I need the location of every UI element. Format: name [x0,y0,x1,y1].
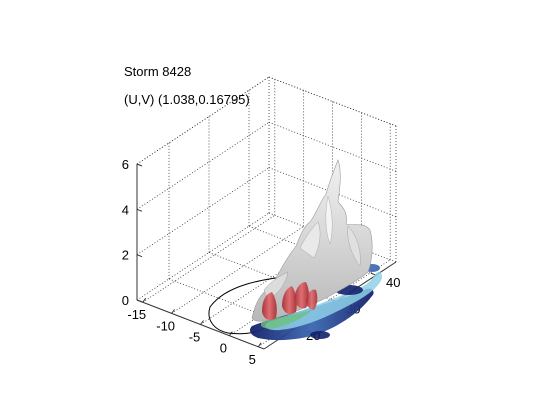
isosurface-base-green [260,310,312,329]
x-tick-mark [171,309,176,314]
chart-subtitle: (U,V) (1.038,0.16795) [124,92,250,107]
x-tick-label: 5 [249,352,256,367]
x-tick-label: -5 [189,330,201,345]
isosurface-core-cell [306,289,318,310]
isosurface-core-cell [262,292,277,320]
x-tick-label: 0 [220,341,227,356]
z-tick-mark [136,163,143,167]
isosurface-plume-ridge [299,221,321,259]
x-tick-mark [257,342,262,348]
x-tick-mark [200,320,204,325]
isosurface-base [250,264,382,341]
isosurface-base-spot [310,331,330,339]
x-tick-mark [142,297,147,303]
isosurface-core-cell [282,286,297,314]
z-tick-label: 0 [122,293,129,308]
x-tick-label: -15 [127,307,146,322]
isosurface-core [262,282,318,320]
z-tick-mark [136,254,143,258]
isosurface-core-cell [294,282,309,309]
isosurface-plume-ridge [347,225,361,267]
z-tick-mark [136,299,143,303]
isosurface-plume-ridge [325,195,333,245]
z-tick-label: 4 [122,202,129,217]
z-tick-label: 2 [122,248,129,263]
x-tick-label: -10 [156,318,175,333]
chart-title: Storm 8428 [124,64,192,79]
isosurface-plume [251,159,373,322]
z-tick-label: 6 [122,157,129,172]
y-tick-label: 40 [386,275,400,290]
z-tick-mark [136,208,143,212]
